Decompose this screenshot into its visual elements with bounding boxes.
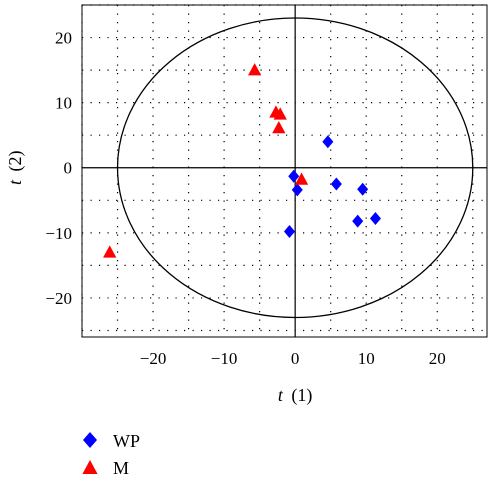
x-tick-label: 0 [291, 349, 300, 368]
grid [81, 4, 487, 337]
point-wp [352, 214, 364, 228]
x-tick-label: −20 [140, 349, 167, 368]
point-m [103, 245, 117, 258]
legend-marker-wp [83, 432, 97, 448]
y-tick-label: 10 [55, 94, 72, 113]
x-axis-subscript: (1) [291, 385, 312, 406]
y-axis-subscript: (2) [5, 150, 26, 171]
point-m [248, 63, 262, 76]
x-axis-title: t (1) [278, 385, 313, 406]
x-axis-variable: t [278, 385, 284, 405]
point-wp [330, 177, 342, 191]
point-wp [369, 212, 381, 226]
x-tick-label: 10 [358, 349, 375, 368]
point-wp [288, 169, 300, 183]
legend-label-m: M [113, 458, 129, 478]
y-axis-variable: t [5, 179, 25, 185]
x-tick-label: 20 [429, 349, 446, 368]
y-tick-label: 20 [55, 29, 72, 48]
point-m [273, 107, 287, 120]
point-m [294, 172, 309, 185]
tick-labels: −20 −10 0 10 20 20 10 0 −10 −20 [45, 29, 445, 368]
legend-marker-m [82, 460, 98, 474]
y-tick-label: 0 [64, 159, 73, 178]
legend: WP M [82, 431, 140, 478]
data-points [103, 63, 381, 258]
y-tick-label: −20 [45, 289, 72, 308]
y-tick-label: −10 [45, 224, 72, 243]
confidence-ellipse [116, 17, 474, 319]
x-tick-label: −10 [211, 349, 238, 368]
point-wp [322, 135, 334, 149]
point-m [272, 121, 286, 134]
legend-label-wp: WP [113, 431, 140, 451]
point-wp [283, 225, 295, 239]
point-wp [291, 183, 303, 197]
zero-axes [82, 5, 487, 337]
plot-frame [81, 4, 488, 338]
point-wp [357, 182, 369, 196]
y-axis-title: t (2) [5, 150, 26, 185]
